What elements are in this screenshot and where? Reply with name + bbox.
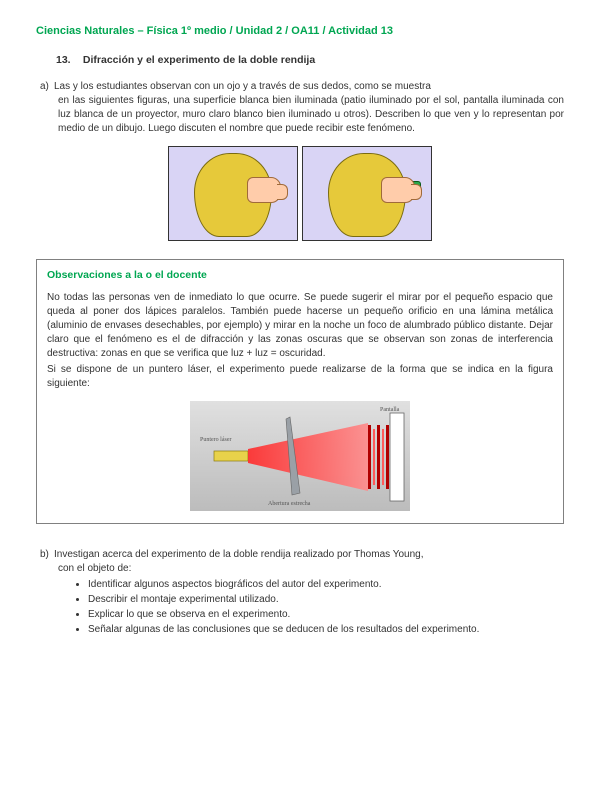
list-item: Señalar algunas de las conclusiones que …	[88, 623, 564, 637]
obs-p2: Si se dispone de un puntero láser, el ex…	[47, 363, 553, 391]
b-bullets: Identificar algunos aspectos biográficos…	[40, 578, 564, 637]
b-line1: Investigan acerca del experimento de la …	[54, 549, 424, 560]
laser-diagram: Puntero láser Abertura estrecha Pantalla	[190, 401, 410, 511]
paragraph-a: a)Las y los estudiantes observan con un …	[36, 80, 564, 136]
obs-p1: No todas las personas ven de inmediato l…	[47, 291, 553, 361]
page-header: Ciencias Naturales – Física 1º medio / U…	[36, 24, 564, 39]
slit-label: Abertura estrecha	[268, 501, 311, 507]
label-a: a)	[40, 80, 54, 94]
activity-title: 13. Difracción y el experimento de la do…	[36, 53, 564, 68]
figure-1	[168, 146, 298, 241]
hand-illustration	[381, 177, 415, 203]
teacher-observations-box: Observaciones a la o el docente No todas…	[36, 259, 564, 524]
hand-illustration	[247, 177, 281, 203]
paragraph-b: b)Investigan acerca del experimento de l…	[36, 548, 564, 637]
list-item: Explicar lo que se observa en el experim…	[88, 608, 564, 622]
a-line1: Las y los estudiantes observan con un oj…	[54, 81, 431, 92]
figure-2	[302, 146, 432, 241]
title-text: Difracción y el experimento de la doble …	[83, 54, 315, 66]
a-rest: en las siguientes figuras, una superfici…	[40, 94, 564, 136]
list-item: Identificar algunos aspectos biográficos…	[88, 578, 564, 592]
laser-label: Puntero láser	[200, 437, 232, 443]
title-number: 13.	[56, 53, 80, 68]
figure-row	[36, 146, 564, 241]
b-line2: con el objeto de:	[40, 562, 564, 576]
list-item: Describir el montaje experimental utiliz…	[88, 593, 564, 607]
obs-title: Observaciones a la o el docente	[47, 268, 553, 283]
obs-body: No todas las personas ven de inmediato l…	[47, 291, 553, 511]
label-b: b)	[40, 548, 54, 562]
screen-label: Pantalla	[380, 407, 400, 413]
